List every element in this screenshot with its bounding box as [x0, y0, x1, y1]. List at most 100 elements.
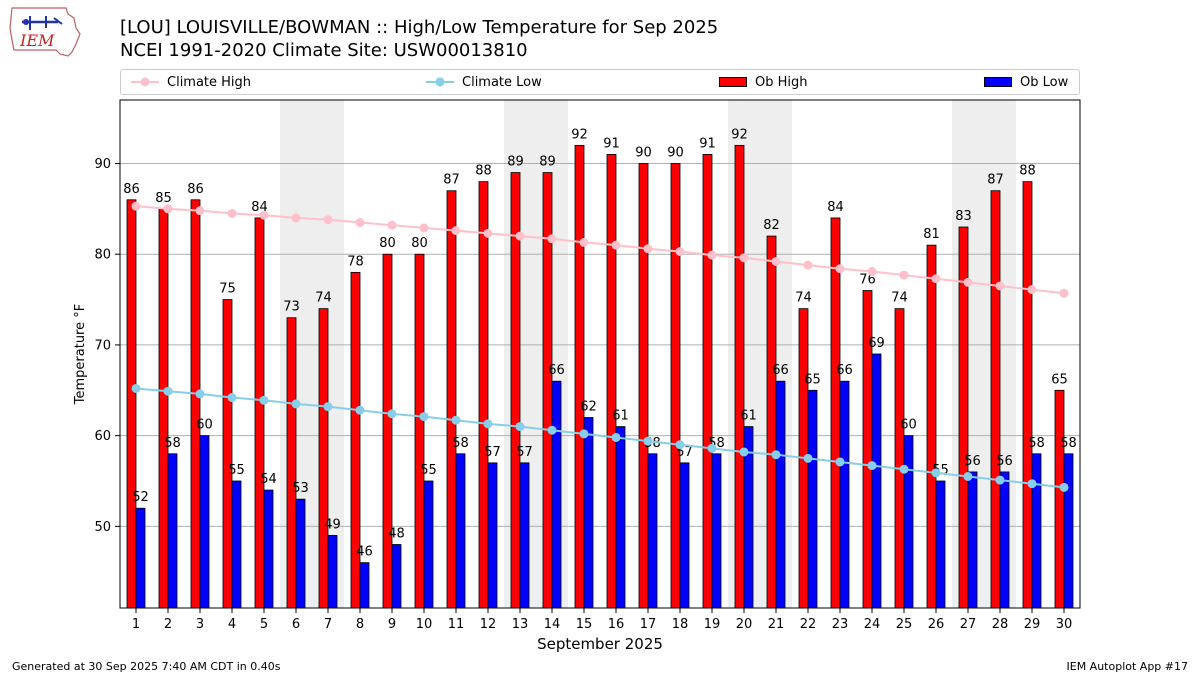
ob-low-label: 65	[804, 372, 821, 387]
ob-low-bar	[455, 453, 466, 609]
climate-high-point	[1027, 285, 1037, 295]
ob-low-bar	[263, 489, 274, 609]
ob-high-label: 90	[667, 146, 684, 161]
x-tick-label: 10	[416, 617, 433, 632]
climate-high-line	[135, 205, 1065, 295]
x-tick-label: 8	[356, 617, 364, 632]
x-tick-label: 21	[768, 617, 785, 632]
ob-high-bar	[382, 253, 393, 609]
climate-low-point	[355, 405, 365, 415]
climate-low-point	[451, 415, 461, 425]
x-tick-label: 7	[324, 617, 332, 632]
ob-high-label: 89	[507, 155, 524, 170]
climate-low-point	[195, 389, 205, 399]
ob-low-label: 60	[900, 418, 917, 433]
ob-low-label: 62	[580, 400, 597, 415]
ob-high-bar	[830, 217, 841, 609]
climate-low-point	[835, 457, 845, 467]
climate-high-point	[611, 240, 621, 250]
climate-low-point	[547, 425, 557, 435]
ob-low-bar	[295, 498, 306, 609]
ob-high-label: 90	[635, 146, 652, 161]
climate-low-point	[1059, 482, 1069, 492]
climate-low-point	[963, 471, 973, 481]
ob-low-label: 58	[452, 436, 469, 451]
x-tick-label: 22	[800, 617, 817, 632]
x-tick-label: 2	[164, 617, 172, 632]
climate-low-line	[135, 387, 1065, 489]
x-tick-label: 20	[736, 617, 753, 632]
climate-low-point	[579, 429, 589, 439]
climate-low-point	[675, 440, 685, 450]
footer-app: IEM Autoplot App #17	[1066, 660, 1189, 673]
ob-low-bar	[711, 453, 722, 609]
ob-high-label: 86	[123, 182, 140, 197]
ob-high-bar	[190, 199, 201, 609]
iem-logo: IEM	[6, 4, 82, 60]
ob-low-label: 55	[420, 463, 437, 478]
ob-high-label: 65	[1051, 372, 1068, 387]
climate-high-point	[483, 228, 493, 238]
climate-low-point	[867, 461, 877, 471]
ob-low-label: 69	[868, 336, 885, 351]
climate-high-point	[707, 250, 717, 260]
ob-high-label: 91	[699, 136, 716, 151]
ob-low-bar	[1063, 453, 1074, 609]
ob-high-bar	[478, 181, 489, 609]
climate-high-point	[995, 281, 1005, 291]
ob-low-bar	[967, 471, 978, 609]
ob-low-label: 61	[740, 409, 757, 424]
ob-high-bar	[446, 190, 457, 609]
ob-high-label: 74	[315, 291, 332, 306]
ob-low-bar	[839, 380, 850, 609]
x-tick-label: 28	[992, 617, 1009, 632]
climate-high-point	[163, 204, 173, 214]
ob-high-label: 92	[731, 127, 748, 142]
ob-high-label: 87	[987, 173, 1004, 188]
x-tick-label: 17	[640, 617, 657, 632]
y-tick-label: 90	[94, 157, 111, 172]
ob-low-bar	[871, 353, 882, 609]
ob-low-bar	[935, 480, 946, 609]
ob-high-bar	[894, 308, 905, 609]
logo-text: IEM	[19, 31, 55, 50]
ob-low-bar	[487, 462, 498, 609]
ob-high-bar	[414, 253, 425, 609]
x-tick-label: 25	[896, 617, 913, 632]
footer-generated: Generated at 30 Sep 2025 7:40 AM CDT in …	[12, 660, 281, 673]
ob-high-label: 88	[475, 164, 492, 179]
ob-high-label: 82	[763, 218, 780, 233]
ob-high-label: 86	[187, 182, 204, 197]
ob-low-bar	[231, 480, 242, 609]
ob-low-label: 46	[356, 545, 373, 560]
x-tick-label: 16	[608, 617, 625, 632]
ob-low-bar	[519, 462, 530, 609]
ob-low-label: 48	[388, 527, 405, 542]
ob-high-bar	[702, 154, 713, 609]
ob-low-label: 61	[612, 409, 629, 424]
ob-high-label: 92	[571, 127, 588, 142]
ob-low-label: 58	[164, 436, 181, 451]
ob-high-label: 85	[155, 191, 172, 206]
y-tick-label: 70	[94, 338, 111, 353]
ob-low-bar	[775, 380, 786, 609]
ob-low-bar	[167, 453, 178, 609]
climate-low-point	[1027, 479, 1037, 489]
x-tick-label: 6	[292, 617, 300, 632]
ob-low-bar	[1031, 453, 1042, 609]
x-tick-label: 29	[1024, 617, 1041, 632]
y-tick-label: 50	[94, 520, 111, 535]
ob-high-label: 83	[955, 209, 972, 224]
x-tick-label: 5	[260, 617, 268, 632]
ob-high-bar	[926, 244, 937, 609]
ob-low-bar	[551, 380, 562, 609]
climate-low-point	[483, 419, 493, 429]
ob-high-label: 74	[891, 291, 908, 306]
ob-high-label: 74	[795, 291, 812, 306]
x-tick-label: 12	[480, 617, 497, 632]
ob-low-swatch-icon	[984, 77, 1012, 87]
climate-low-point	[131, 383, 141, 393]
ob-low-label: 66	[772, 363, 789, 378]
climate-low-point	[259, 395, 269, 405]
climate-low-point	[643, 436, 653, 446]
